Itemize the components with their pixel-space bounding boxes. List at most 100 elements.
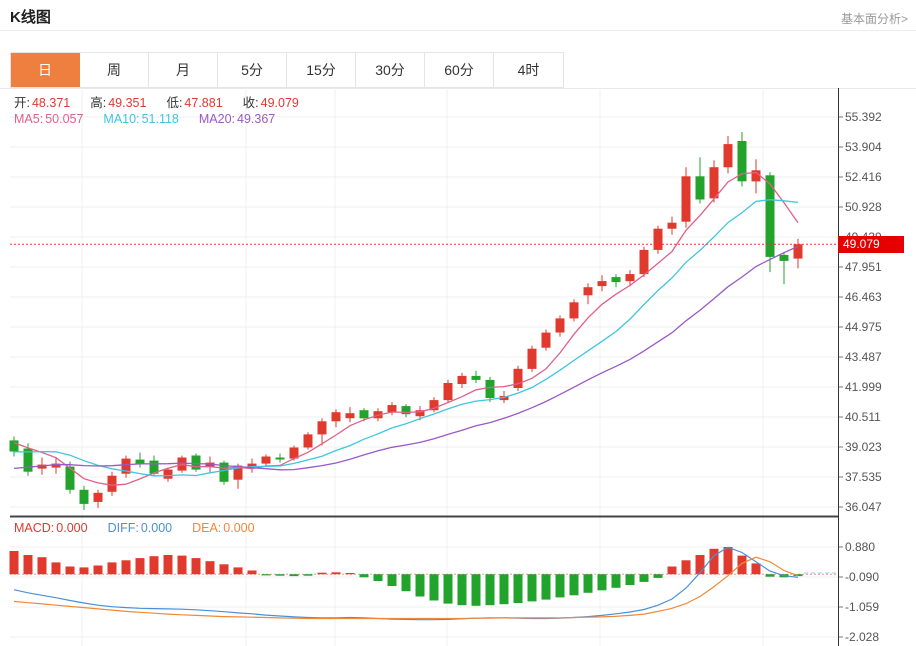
- price-axis-label: 37.535: [845, 470, 882, 484]
- macd-hist-bar: [303, 574, 313, 576]
- macd-hist-bar: [79, 567, 89, 575]
- fundamental-analysis-link[interactable]: 基本面分析>: [840, 12, 908, 26]
- macd-hist-bar: [135, 558, 145, 575]
- readout-item: 开: 48.371: [14, 96, 70, 110]
- macd-axis-label: -0.090: [845, 570, 879, 584]
- readout-value: 49.079: [260, 96, 299, 110]
- macd-hist-bar: [597, 574, 607, 591]
- candle-body: [499, 396, 509, 401]
- candle-body: [233, 465, 243, 480]
- macd-hist-bar: [275, 574, 285, 576]
- candle-body: [415, 410, 425, 417]
- readout-value: 0.000: [140, 521, 173, 535]
- tab-15min[interactable]: 15分: [287, 53, 356, 87]
- candle-body: [597, 281, 607, 287]
- tab-60min[interactable]: 60分: [425, 53, 494, 87]
- macd-hist-bar: [331, 572, 341, 575]
- tab-4hour[interactable]: 4时: [494, 53, 563, 87]
- macd-readout: MACD: 0.000 DIFF: 0.000 DEA: 0.000: [14, 521, 275, 535]
- readout-value: 47.881: [184, 96, 223, 110]
- readout-value: 0.000: [56, 521, 88, 535]
- price-axis-label: 40.511: [845, 410, 881, 424]
- macd-hist-bar: [443, 574, 453, 604]
- candle-body: [65, 466, 75, 490]
- page-title: K线图: [10, 9, 51, 26]
- readout-value: 50.057: [45, 112, 84, 126]
- macd-hist-bar: [247, 570, 257, 575]
- macd-hist-bar: [233, 567, 243, 575]
- readout-label: MA5:: [14, 112, 44, 126]
- candle-body: [709, 167, 719, 199]
- price-axis-label: 53.904: [845, 140, 882, 154]
- candle-body: [737, 141, 747, 182]
- macd-hist-bar: [583, 574, 593, 593]
- macd-hist-bar: [37, 557, 47, 575]
- macd-hist-bar: [149, 556, 159, 575]
- macd-hist-bar: [653, 574, 663, 578]
- candle-body: [653, 228, 663, 250]
- ma10-line: [14, 199, 799, 477]
- candle-body: [317, 421, 327, 435]
- tab-week[interactable]: 周: [80, 53, 149, 87]
- macd-hist-bar: [737, 555, 747, 575]
- candle-body: [219, 462, 229, 482]
- candle-body: [331, 412, 341, 422]
- candle-body: [695, 176, 705, 200]
- macd-hist-bar: [471, 574, 481, 606]
- macd-hist-bar: [191, 558, 201, 575]
- candle-body: [471, 375, 481, 380]
- macd-hist-bar: [219, 564, 229, 575]
- readout-item: MA20: 49.367: [199, 112, 275, 126]
- candle-body: [681, 176, 691, 222]
- candle-body: [345, 413, 355, 419]
- candle-body: [583, 287, 593, 296]
- price-axis-label: 50.928: [845, 200, 882, 214]
- candle-body: [513, 368, 523, 388]
- macd-hist-bar: [695, 555, 705, 575]
- macd-hist-bar: [485, 574, 495, 606]
- candle-body: [429, 400, 439, 411]
- candle-body: [23, 448, 33, 472]
- candle-body: [485, 379, 495, 398]
- readout-item: 收: 49.079: [243, 96, 299, 110]
- price-axis-label: 39.023: [845, 440, 882, 454]
- macd-axis-label: -1.059: [845, 600, 879, 614]
- macd-hist-bar: [107, 562, 117, 575]
- readout-item: MA5: 50.057: [14, 112, 83, 126]
- candle-body: [121, 458, 131, 474]
- tab-30min[interactable]: 30分: [356, 53, 425, 87]
- candle-body: [751, 170, 761, 182]
- macd-hist-bar: [569, 574, 579, 596]
- readout-label: MA20:: [198, 112, 236, 126]
- price-axis-label: 41.999: [845, 380, 882, 394]
- macd-axis-label: 0.880: [845, 540, 875, 554]
- macd-hist-bar: [709, 548, 719, 575]
- current-price-badge: 49.079: [838, 236, 904, 253]
- candle-body: [625, 274, 635, 282]
- tab-month[interactable]: 月: [149, 53, 218, 87]
- diff-line: [13, 546, 799, 621]
- macd-hist-bar: [345, 573, 355, 575]
- macd-hist-bar: [23, 555, 33, 575]
- candle-body: [149, 460, 159, 474]
- candle-body: [51, 463, 61, 468]
- candle-body: [191, 455, 201, 470]
- macd-hist-bar: [555, 574, 565, 598]
- price-axis-label: 36.047: [845, 500, 882, 514]
- tab-5min[interactable]: 5分: [218, 53, 287, 87]
- candle-body: [79, 489, 89, 504]
- candle-body: [359, 410, 369, 419]
- candle-body: [9, 440, 19, 452]
- header: K线图 基本面分析>: [0, 0, 916, 31]
- macd-hist-bar: [317, 572, 327, 575]
- candle-body: [387, 405, 397, 413]
- dea-line: [13, 556, 799, 620]
- candle-body: [457, 375, 467, 384]
- candle-body: [723, 144, 733, 168]
- readout-label: MA10:: [103, 112, 140, 126]
- macd-hist-bar: [401, 574, 411, 592]
- tab-day[interactable]: 日: [11, 53, 80, 87]
- candle-body: [37, 464, 47, 469]
- candle-body: [443, 383, 453, 401]
